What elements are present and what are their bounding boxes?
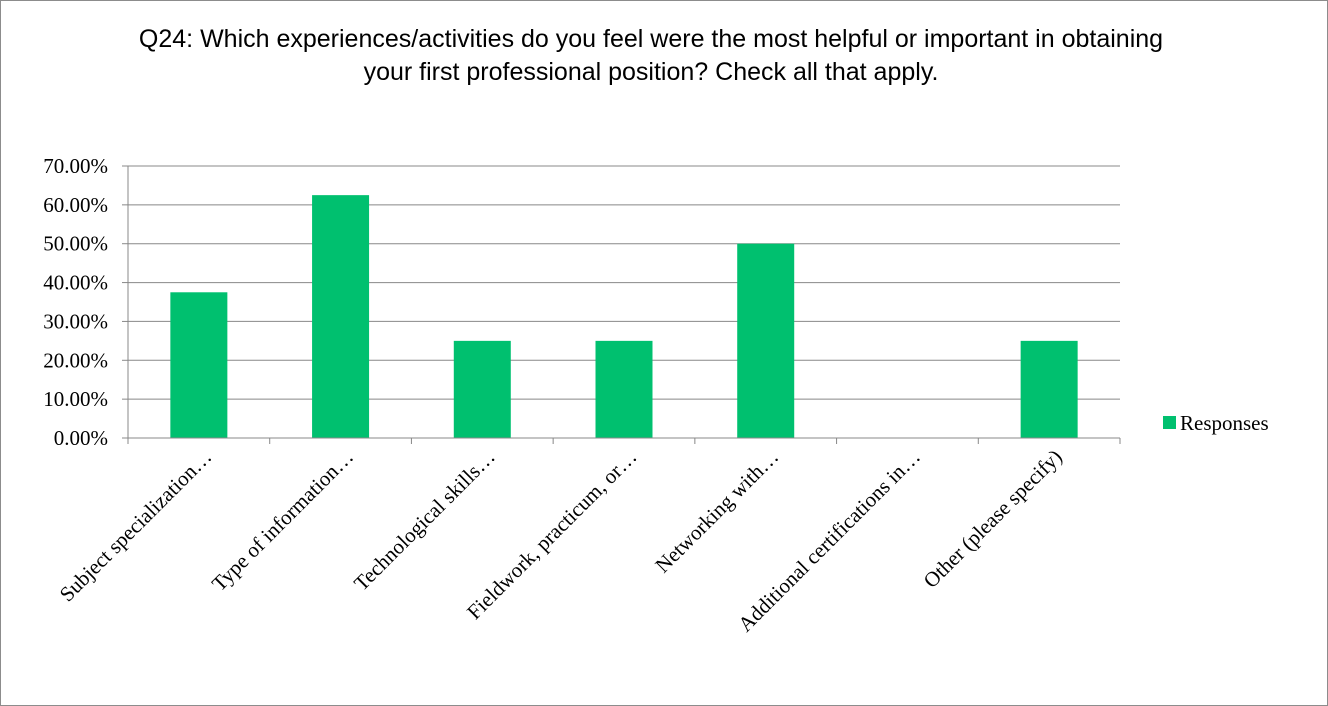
y-tick-label: 20.00% <box>43 348 108 372</box>
chart-title: Q24: Which experiences/activities do you… <box>138 25 1164 86</box>
bar <box>595 340 653 438</box>
legend: Responses <box>1163 411 1269 435</box>
x-tick-label: Subject specialization… <box>55 445 217 607</box>
axes <box>127 166 1121 444</box>
bars <box>170 195 1078 438</box>
y-tick-label: 30.00% <box>43 309 108 333</box>
x-tick-label: Networking with… <box>650 445 783 578</box>
legend-label: Responses <box>1180 411 1269 435</box>
y-tick-label: 10.00% <box>43 387 108 411</box>
bar <box>1020 340 1078 438</box>
x-tick-label: Technological skills… <box>349 445 500 596</box>
bar <box>453 340 511 438</box>
bar <box>312 195 370 438</box>
y-tick-label: 70.00% <box>43 154 108 178</box>
bar <box>737 243 795 438</box>
y-tick-label: 0.00% <box>54 426 108 450</box>
x-axis-labels: Subject specialization…Type of informati… <box>55 445 1067 637</box>
gridlines <box>128 165 1120 400</box>
legend-swatch <box>1163 416 1176 429</box>
y-tick-label: 60.00% <box>43 193 108 217</box>
x-tick-label: Other (please specify) <box>919 445 1067 593</box>
y-tick-label: 50.00% <box>43 232 108 256</box>
x-tick-label: Type of information… <box>207 445 358 596</box>
bar <box>170 292 228 438</box>
y-axis-ticks: 0.00% 10.00% 20.00% 30.00% 40.00% 50.00% 60.00… <box>43 154 128 450</box>
y-tick-label: 40.00% <box>43 271 108 295</box>
